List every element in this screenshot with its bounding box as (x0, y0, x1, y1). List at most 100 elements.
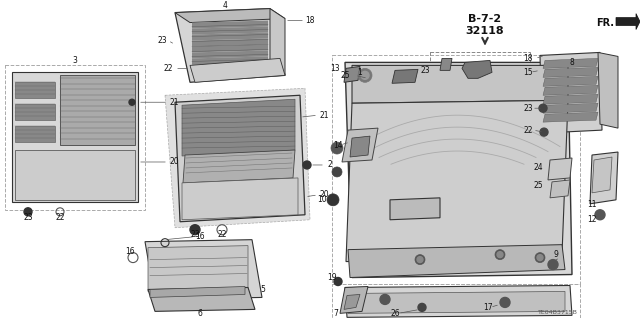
Circle shape (415, 255, 425, 264)
Text: 19: 19 (327, 273, 337, 282)
Circle shape (418, 303, 426, 311)
Circle shape (23, 160, 47, 184)
Polygon shape (340, 286, 368, 313)
Circle shape (334, 278, 342, 286)
Circle shape (246, 192, 254, 200)
Text: 17: 17 (483, 303, 493, 312)
Text: 22: 22 (217, 230, 227, 239)
Text: 12: 12 (588, 215, 596, 224)
Circle shape (68, 165, 82, 179)
Text: 25: 25 (340, 71, 350, 80)
Circle shape (361, 71, 369, 79)
Text: 15: 15 (523, 68, 533, 77)
Polygon shape (344, 66, 360, 82)
Circle shape (537, 255, 543, 261)
Circle shape (500, 297, 510, 308)
Text: 32118: 32118 (466, 26, 504, 35)
Polygon shape (392, 69, 418, 83)
Text: 6: 6 (198, 309, 202, 318)
Text: 16: 16 (125, 247, 135, 256)
Polygon shape (543, 103, 598, 113)
Text: 11: 11 (588, 200, 596, 209)
Polygon shape (15, 126, 55, 142)
Circle shape (108, 165, 122, 179)
Text: 9: 9 (554, 250, 559, 259)
Text: 25: 25 (533, 182, 543, 190)
Polygon shape (598, 52, 618, 128)
Text: 7: 7 (333, 309, 339, 318)
Text: 26: 26 (390, 309, 400, 318)
Polygon shape (15, 104, 55, 120)
Circle shape (380, 294, 390, 304)
Circle shape (286, 190, 294, 198)
Polygon shape (550, 180, 570, 198)
Polygon shape (345, 63, 572, 278)
Text: 24: 24 (533, 163, 543, 173)
Polygon shape (348, 245, 565, 278)
Circle shape (192, 190, 208, 206)
Text: B-7-2: B-7-2 (468, 14, 502, 24)
Circle shape (332, 167, 342, 177)
Polygon shape (543, 76, 598, 86)
Text: 1: 1 (358, 68, 362, 77)
Polygon shape (270, 9, 285, 75)
Polygon shape (342, 128, 378, 162)
Text: 23: 23 (523, 104, 533, 113)
Polygon shape (12, 72, 138, 202)
Circle shape (196, 194, 204, 202)
Text: 4: 4 (223, 1, 227, 10)
Circle shape (190, 225, 200, 235)
Polygon shape (145, 240, 262, 300)
Polygon shape (192, 56, 268, 64)
Polygon shape (175, 9, 285, 23)
Text: 18: 18 (524, 54, 532, 63)
Circle shape (595, 210, 605, 220)
Circle shape (331, 142, 343, 154)
Polygon shape (543, 67, 598, 77)
Polygon shape (182, 99, 295, 156)
Text: TE04B3715B: TE04B3715B (538, 310, 578, 315)
Polygon shape (150, 286, 245, 297)
Circle shape (548, 260, 558, 270)
Text: 21: 21 (319, 111, 329, 120)
Polygon shape (616, 14, 640, 30)
Polygon shape (190, 58, 285, 82)
Polygon shape (175, 95, 305, 222)
Text: 5: 5 (260, 285, 266, 294)
Circle shape (129, 99, 135, 105)
Polygon shape (390, 198, 440, 220)
Polygon shape (192, 39, 268, 47)
Text: 8: 8 (570, 58, 574, 67)
Text: FR.: FR. (596, 18, 614, 27)
Circle shape (495, 250, 505, 260)
Text: 22: 22 (163, 64, 173, 73)
Circle shape (63, 160, 87, 184)
Circle shape (28, 165, 42, 179)
Text: 18: 18 (305, 16, 315, 25)
Circle shape (103, 160, 127, 184)
Circle shape (327, 194, 339, 206)
Polygon shape (165, 88, 310, 228)
Circle shape (417, 256, 423, 263)
Polygon shape (192, 20, 268, 28)
Polygon shape (182, 178, 298, 220)
Circle shape (24, 208, 32, 216)
Polygon shape (543, 94, 598, 104)
Polygon shape (543, 58, 598, 68)
Polygon shape (192, 33, 268, 41)
Polygon shape (344, 294, 360, 309)
Text: 20: 20 (319, 190, 329, 199)
Polygon shape (175, 9, 285, 82)
Polygon shape (462, 60, 492, 78)
Text: 22: 22 (55, 213, 65, 222)
Polygon shape (192, 63, 268, 70)
Polygon shape (60, 75, 135, 145)
Text: 2: 2 (328, 160, 332, 169)
Circle shape (497, 252, 503, 258)
Polygon shape (352, 65, 568, 103)
Polygon shape (345, 286, 572, 317)
Circle shape (242, 188, 258, 204)
Polygon shape (192, 26, 268, 34)
Text: 10: 10 (317, 195, 327, 204)
Polygon shape (192, 50, 268, 58)
